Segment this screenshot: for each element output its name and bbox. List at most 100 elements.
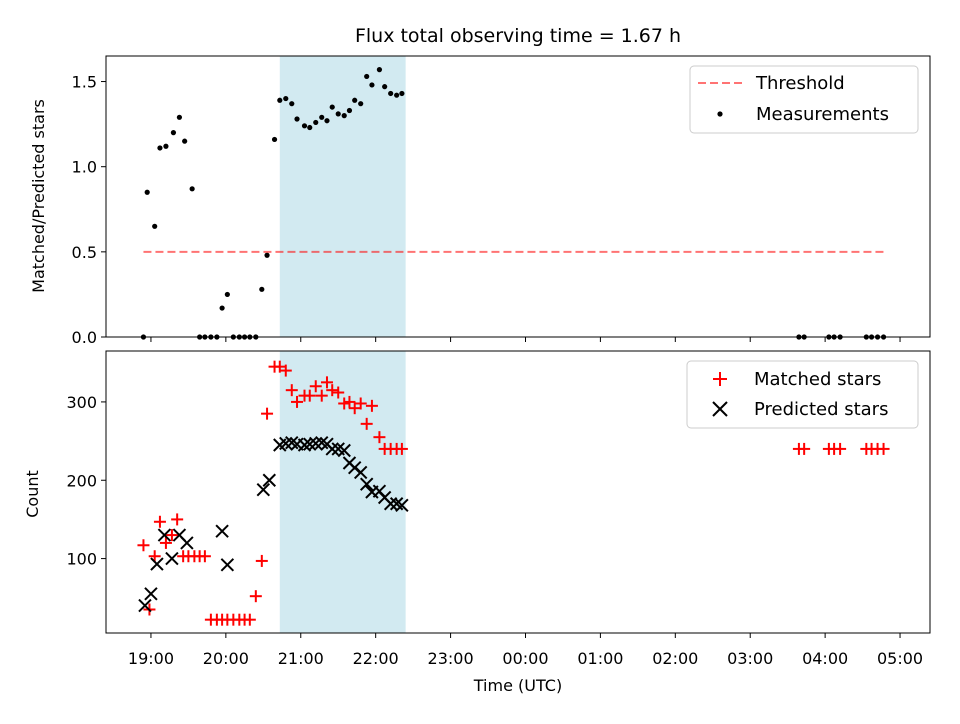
predicted-star-point (395, 498, 409, 513)
matched-star-point (834, 442, 847, 455)
x-tick-label: 01:00 (577, 649, 623, 668)
legend-predicted-swatch (712, 401, 728, 417)
ratio-panel: 0.0 0.5 1.0 1.5 Matched/Predicted stars Thr… (29, 55, 931, 347)
matched-star-point (165, 529, 178, 542)
matched-star-point (198, 550, 211, 563)
y-tick-label: 100 (66, 550, 97, 569)
measurement-point (382, 84, 388, 90)
matched-star-point (315, 389, 328, 402)
measurement-point (346, 107, 353, 114)
y-tick-label: 300 (66, 393, 97, 412)
predicted-star-point (297, 438, 312, 452)
y-tick-label: 200 (66, 471, 97, 490)
matched-star-point (285, 384, 298, 397)
ratio-ylabel: Matched/Predicted stars (29, 99, 48, 293)
matched-star-point (320, 376, 333, 389)
x-tick-label: 20:00 (203, 649, 249, 668)
measurement-point (176, 114, 183, 120)
matched-star-point (332, 386, 345, 399)
predicted-star-point (157, 528, 172, 542)
measurement-point (319, 114, 325, 120)
measurement-point (189, 186, 195, 192)
predicted-star-point (150, 557, 164, 571)
matched-star-point (279, 364, 292, 377)
predicted-star-point (337, 443, 351, 458)
count-panel: 100 200 300 19:00 20:00 21:00 22:00 23:00 00:00… (23, 350, 931, 695)
matched-star-point (137, 539, 150, 552)
matched-star-point (373, 431, 386, 444)
legend-threshold-label: Threshold (755, 73, 845, 94)
observing-window-shade (279, 351, 406, 633)
count-axes-frame (105, 350, 931, 634)
measurement-point (313, 119, 319, 126)
chart-title: Flux total observing time = 1.67 h (355, 25, 681, 47)
measurement-point (394, 92, 400, 98)
predicted-star-point (262, 473, 277, 487)
matched-star-point (171, 513, 184, 526)
matched-star-point (354, 397, 367, 410)
matched-star-point (309, 380, 322, 393)
x-tick-label: 03:00 (727, 649, 773, 668)
measurement-point (352, 97, 358, 103)
measurement-point (170, 130, 177, 136)
x-tick-label: 00:00 (502, 649, 548, 668)
predicted-star-point (180, 536, 194, 550)
legend-measurements-label: Measurements (756, 104, 889, 125)
matched-star-point (395, 442, 408, 455)
measurement-point (144, 189, 150, 195)
x-tick-label: 05:00 (877, 649, 923, 668)
measurement-point (271, 136, 278, 143)
predicted-star-point (165, 551, 179, 566)
measurement-point (388, 90, 394, 97)
matched-star-point (338, 397, 351, 410)
ratio-axes-frame (105, 55, 931, 338)
measurement-point (358, 101, 364, 107)
measurement-point (399, 90, 405, 97)
matched-star-point (148, 550, 161, 563)
predicted-star-point (359, 477, 374, 491)
measurement-point (182, 138, 188, 144)
measurement-point (341, 113, 347, 119)
measurement-point (301, 123, 308, 129)
measurement-point (289, 101, 295, 107)
matched-star-point (798, 442, 811, 455)
predicted-star-point (220, 558, 235, 572)
observing-window-shade (279, 56, 406, 337)
predicted-star-point (138, 598, 152, 613)
matched-star-point (877, 442, 890, 455)
x-tick-label: 21:00 (278, 649, 324, 668)
measurement-point (219, 305, 225, 311)
measurement-point (259, 286, 265, 292)
measurement-point (369, 82, 375, 88)
matched-star-point (360, 417, 373, 430)
predicted-star-point (383, 497, 398, 511)
x-tick-label: 19:00 (128, 649, 174, 668)
ratio-legend: Threshold Measurements (689, 65, 919, 134)
measurement-point (329, 104, 335, 110)
y-tick-label: 1.0 (72, 158, 97, 177)
predicted-star-point (215, 524, 229, 538)
measurement-point (324, 118, 330, 124)
count-legend: Matched stars Predicted stars (686, 360, 919, 429)
matched-star-point (153, 515, 166, 528)
matched-star-point (261, 407, 274, 420)
x-tick-label: 02:00 (652, 649, 698, 668)
x-tick-label: 04:00 (802, 649, 848, 668)
matched-star-point (343, 395, 356, 408)
ratio-legend-box (689, 65, 919, 134)
matched-star-point (255, 554, 268, 567)
measurement-point (335, 111, 341, 117)
predicted-star-point (256, 482, 271, 497)
measurement-point (294, 116, 300, 122)
measurement-point (307, 124, 313, 131)
measurement-point (364, 73, 370, 80)
y-tick-label: 0.0 (72, 328, 97, 347)
measurement-point (224, 291, 230, 298)
x-tick-label: 23:00 (428, 649, 474, 668)
measurement-point (277, 97, 283, 103)
matched-star-point (326, 384, 339, 397)
matched-star-point (291, 395, 304, 408)
y-tick-label: 0.5 (72, 243, 97, 262)
measurement-point (376, 67, 383, 73)
